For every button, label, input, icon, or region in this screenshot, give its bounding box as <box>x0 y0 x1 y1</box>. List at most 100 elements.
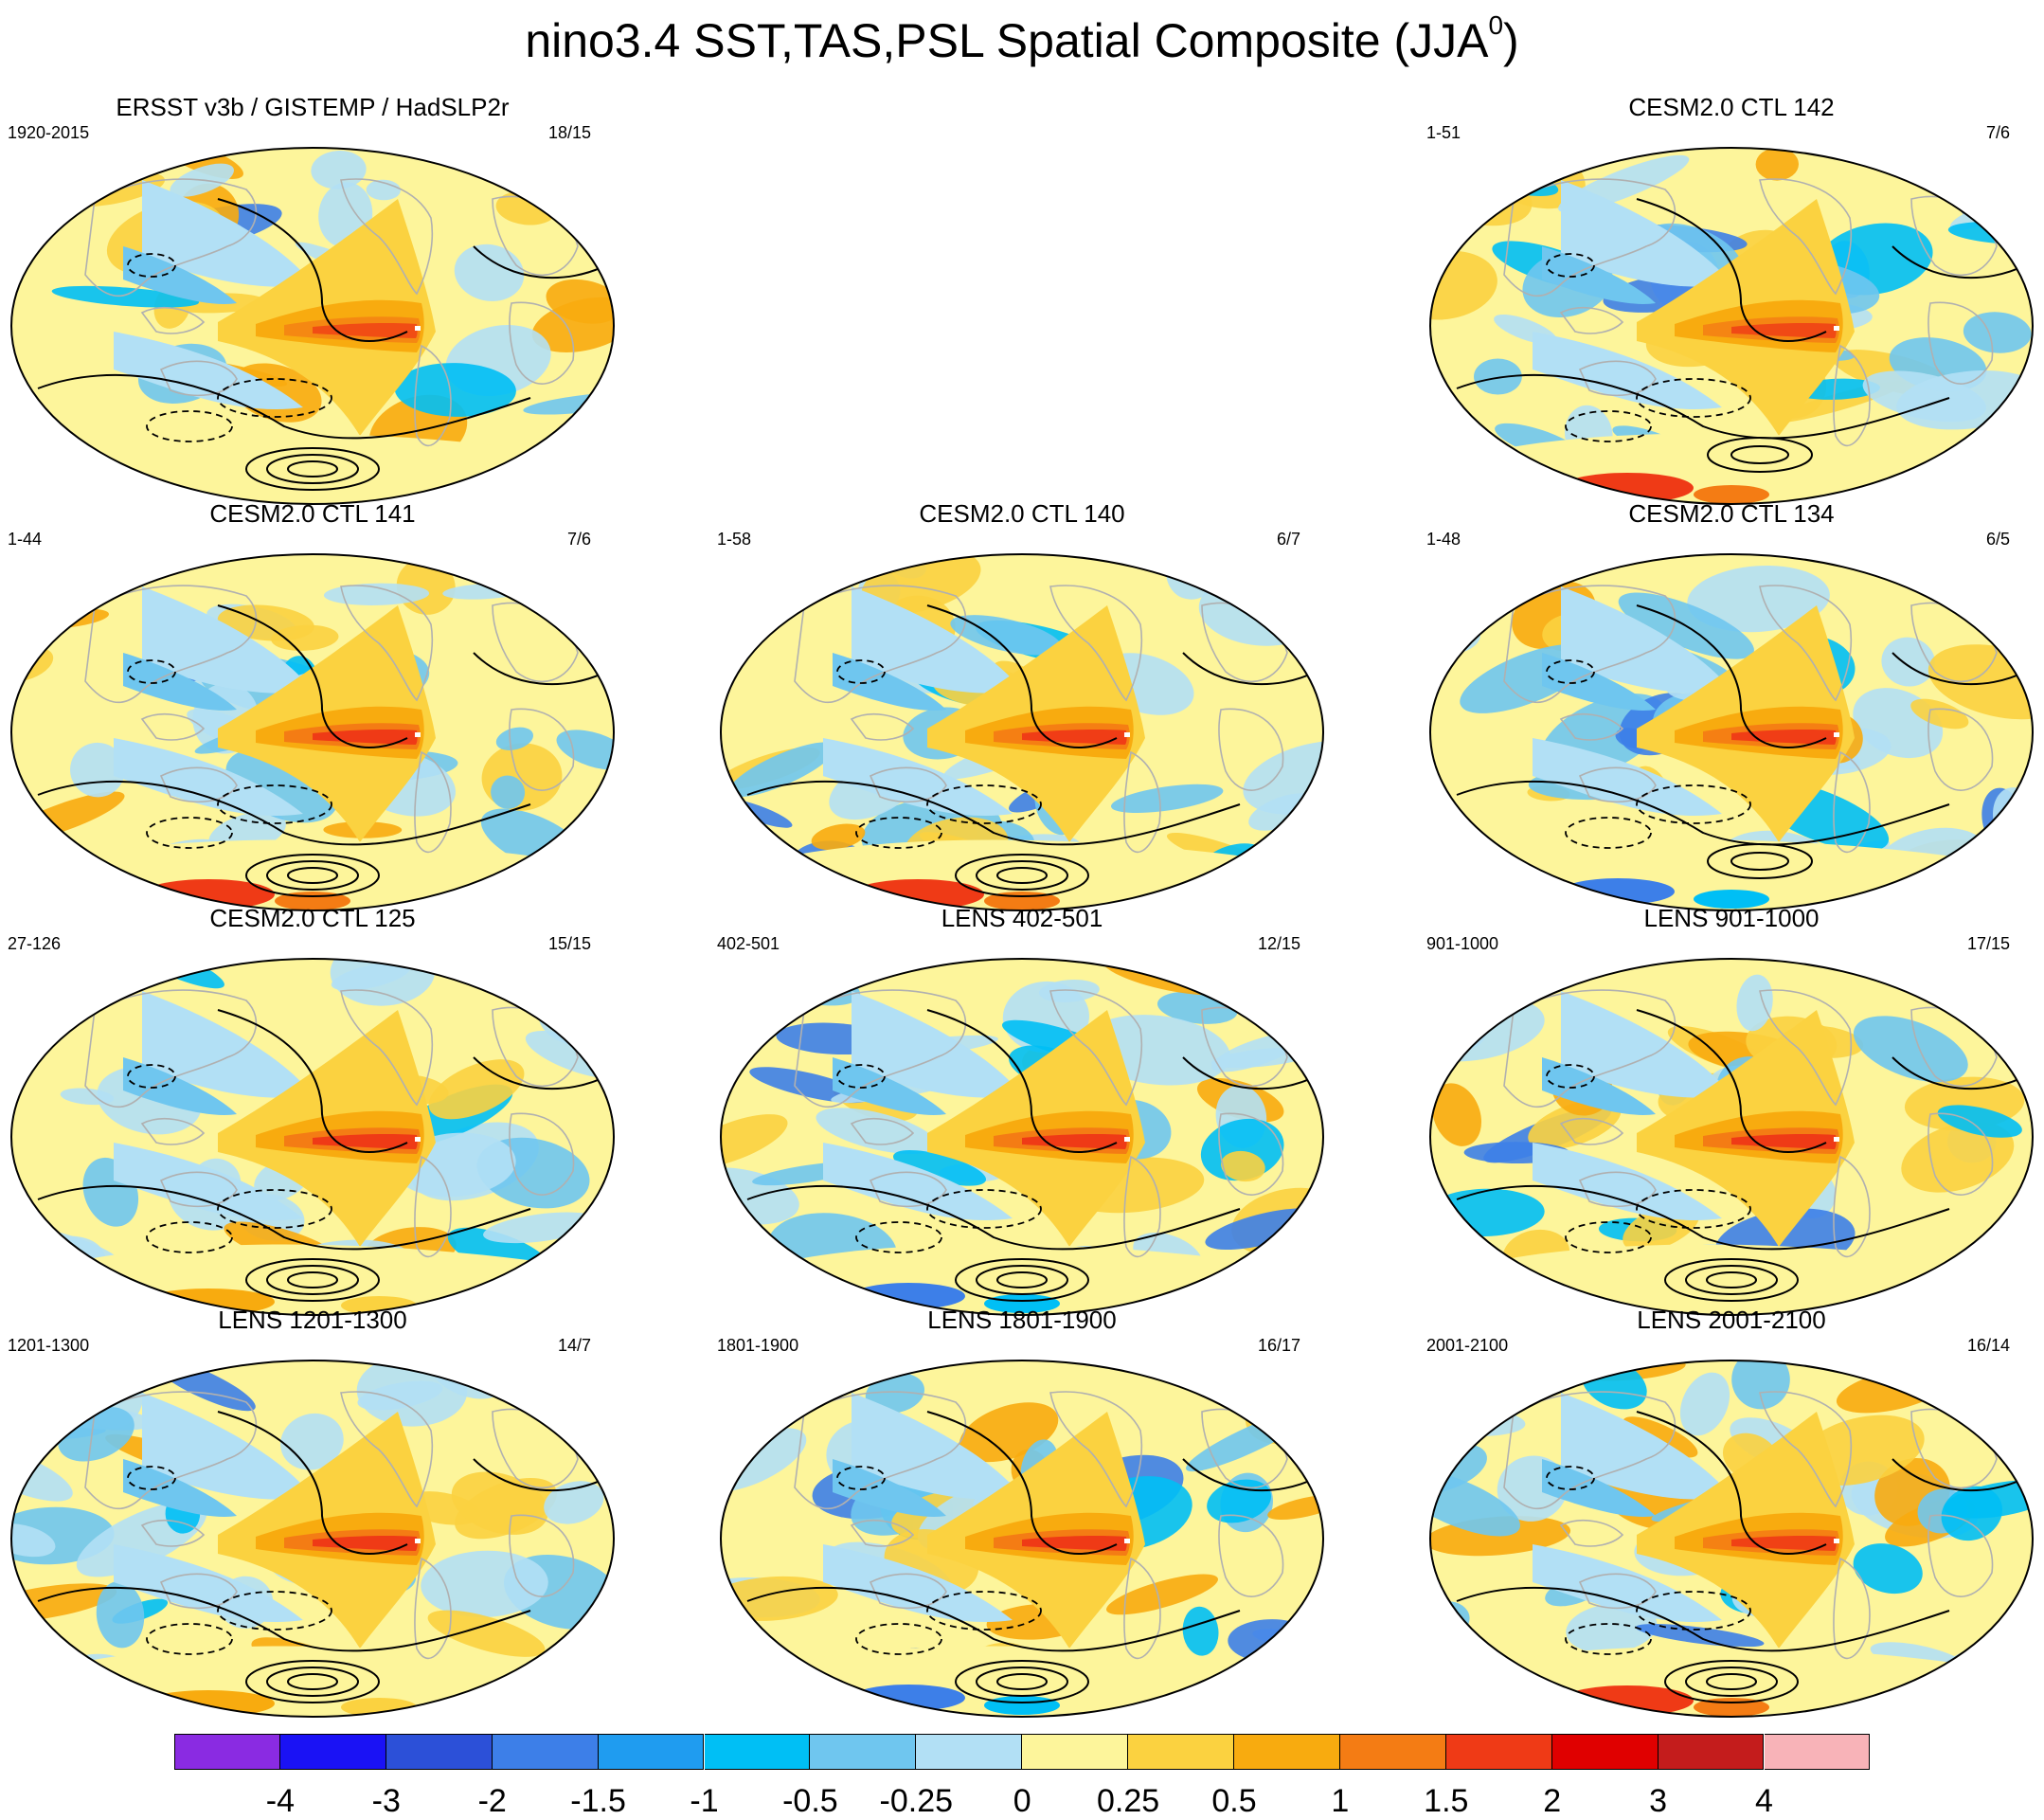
globe-map <box>1429 958 2034 1316</box>
colorbar-box <box>1128 1734 1234 1770</box>
coastlines <box>794 1391 1288 1660</box>
pressure-contours <box>37 198 607 491</box>
coastlines <box>84 989 579 1258</box>
colorbar-tick-label: 2 <box>1543 1783 1562 1819</box>
colorbar-tick-label: 0.5 <box>1211 1783 1257 1819</box>
colorbar-tick-label: -2 <box>477 1783 507 1819</box>
map-field <box>11 959 614 1315</box>
panel-lens-901-1000: LENS 901-1000 901-1000 17/15 <box>1419 904 2044 1321</box>
map-field <box>721 959 1323 1315</box>
pressure-contours <box>746 604 1317 897</box>
colorbar-tick-label: -3 <box>371 1783 401 1819</box>
globe-map <box>1429 553 2034 911</box>
colorbar-box <box>704 1734 811 1770</box>
globe-map <box>10 958 615 1316</box>
map-field <box>1430 554 2033 910</box>
panel-period-label: 2001-2100 <box>1426 1336 1509 1355</box>
colorbar-tick-label: 0 <box>1013 1783 1031 1819</box>
colorbar-box <box>1658 1734 1765 1770</box>
colorbar-tick-label: -1 <box>690 1783 719 1819</box>
panel-title: CESM2.0 CTL 142 <box>1628 93 1835 121</box>
map-field <box>1430 959 2033 1315</box>
panel-count-label: 14/7 <box>557 1336 591 1355</box>
negative-contours <box>1546 1466 1751 1655</box>
pressure-contours <box>37 604 607 897</box>
panel-period-label: 27-126 <box>8 934 62 953</box>
panel-lens-1801-1900: LENS 1801-1900 1801-1900 16/17 <box>709 1306 1335 1722</box>
pressure-contours <box>37 1411 607 1703</box>
globe-outline <box>720 958 1324 1316</box>
globe-outline <box>720 1360 1324 1718</box>
globe-outline <box>10 147 615 505</box>
colorbar-tick-label: 1 <box>1331 1783 1350 1819</box>
panel-period-label: 1-48 <box>1426 530 1461 549</box>
panel-lens-1201-1300: LENS 1201-1300 1201-1300 14/7 <box>0 1306 625 1722</box>
colorbar-box <box>1551 1734 1659 1770</box>
panel-count-label: 6/7 <box>1276 530 1300 549</box>
negative-contours <box>1546 659 1751 849</box>
panel-cesm-ctl-141: CESM2.0 CTL 141 1-44 7/6 <box>0 499 625 916</box>
globe-map <box>10 147 615 505</box>
panel-title: CESM2.0 CTL 134 <box>1628 499 1835 528</box>
globe-map <box>720 1360 1324 1718</box>
panel-title: ERSST v3b / GISTEMP / HadSLP2r <box>116 93 510 121</box>
panel-title: CESM2.0 CTL 140 <box>919 499 1125 528</box>
globe-outline <box>1429 553 2034 911</box>
pressure-contours <box>1456 1411 2026 1703</box>
globe-map <box>720 553 1324 911</box>
colorbar-tick-label: -0.5 <box>782 1783 838 1819</box>
globe-map <box>10 553 615 911</box>
colorbar-box <box>1764 1734 1871 1770</box>
pressure-contours <box>1456 604 2026 879</box>
panel-count-label: 12/15 <box>1257 934 1300 953</box>
panel-count-label: 16/17 <box>1257 1336 1300 1355</box>
globe-map <box>1429 1360 2034 1718</box>
panel-count-label: 16/14 <box>1966 1336 2010 1355</box>
colorbar-box <box>279 1734 386 1770</box>
figure-title-text: nino3.4 SST,TAS,PSL Spatial Composite (J… <box>525 14 1489 67</box>
panel-title: LENS 1201-1300 <box>218 1306 407 1334</box>
colorbar <box>174 1734 1871 1770</box>
pressure-contours <box>746 1009 1317 1302</box>
panel-title: CESM2.0 CTL 141 <box>209 499 416 528</box>
negative-contours <box>836 1466 1042 1655</box>
negative-contours <box>127 1064 332 1253</box>
colorbar-box <box>810 1734 917 1770</box>
figure-title-close: ) <box>1503 14 1519 67</box>
colorbar-box <box>1022 1734 1129 1770</box>
negative-contours <box>1546 253 1751 442</box>
globe-outline <box>10 553 615 911</box>
map-field <box>11 1360 614 1717</box>
panel-cesm-ctl-125: CESM2.0 CTL 125 27-126 15/15 <box>0 904 625 1321</box>
coastlines <box>84 1391 579 1660</box>
pressure-contours <box>1456 1009 2026 1302</box>
panel-title: LENS 1801-1900 <box>927 1306 1117 1334</box>
colorbar-tick-label: 0.25 <box>1097 1783 1160 1819</box>
map-field <box>11 148 614 504</box>
globe-outline <box>1429 1360 2034 1718</box>
panel-count-label: 15/15 <box>547 934 591 953</box>
negative-contours <box>127 659 332 849</box>
negative-contours <box>127 253 332 442</box>
colorbar-tick-label: 1.5 <box>1424 1783 1469 1819</box>
panel-cesm-ctl-142: CESM2.0 CTL 142 1-51 7/6 <box>1419 93 2044 510</box>
globe-map <box>10 1360 615 1718</box>
colorbar-tick-label: -4 <box>265 1783 295 1819</box>
negative-contours <box>1546 1064 1751 1253</box>
colorbar-tick-label: -0.25 <box>879 1783 954 1819</box>
coastlines <box>1503 1391 1998 1660</box>
globe-outline <box>1429 958 2034 1316</box>
panel-count-label: 18/15 <box>547 123 591 142</box>
panel-title: LENS 901-1000 <box>1643 904 1820 932</box>
globe-map <box>1429 147 2034 505</box>
panel-lens-2001-2100: LENS 2001-2100 2001-2100 16/14 <box>1419 1306 2044 1722</box>
colorbar-box <box>598 1734 705 1770</box>
coastlines <box>1503 178 1998 447</box>
panel-title: LENS 2001-2100 <box>1637 1306 1826 1334</box>
colorbar-box <box>385 1734 493 1770</box>
globe-outline <box>10 958 615 1316</box>
panel-cesm-ctl-140: CESM2.0 CTL 140 1-58 6/7 <box>709 499 1335 916</box>
pressure-contours <box>37 1009 607 1302</box>
coastlines <box>794 585 1288 854</box>
panel-period-label: 1801-1900 <box>717 1336 799 1355</box>
